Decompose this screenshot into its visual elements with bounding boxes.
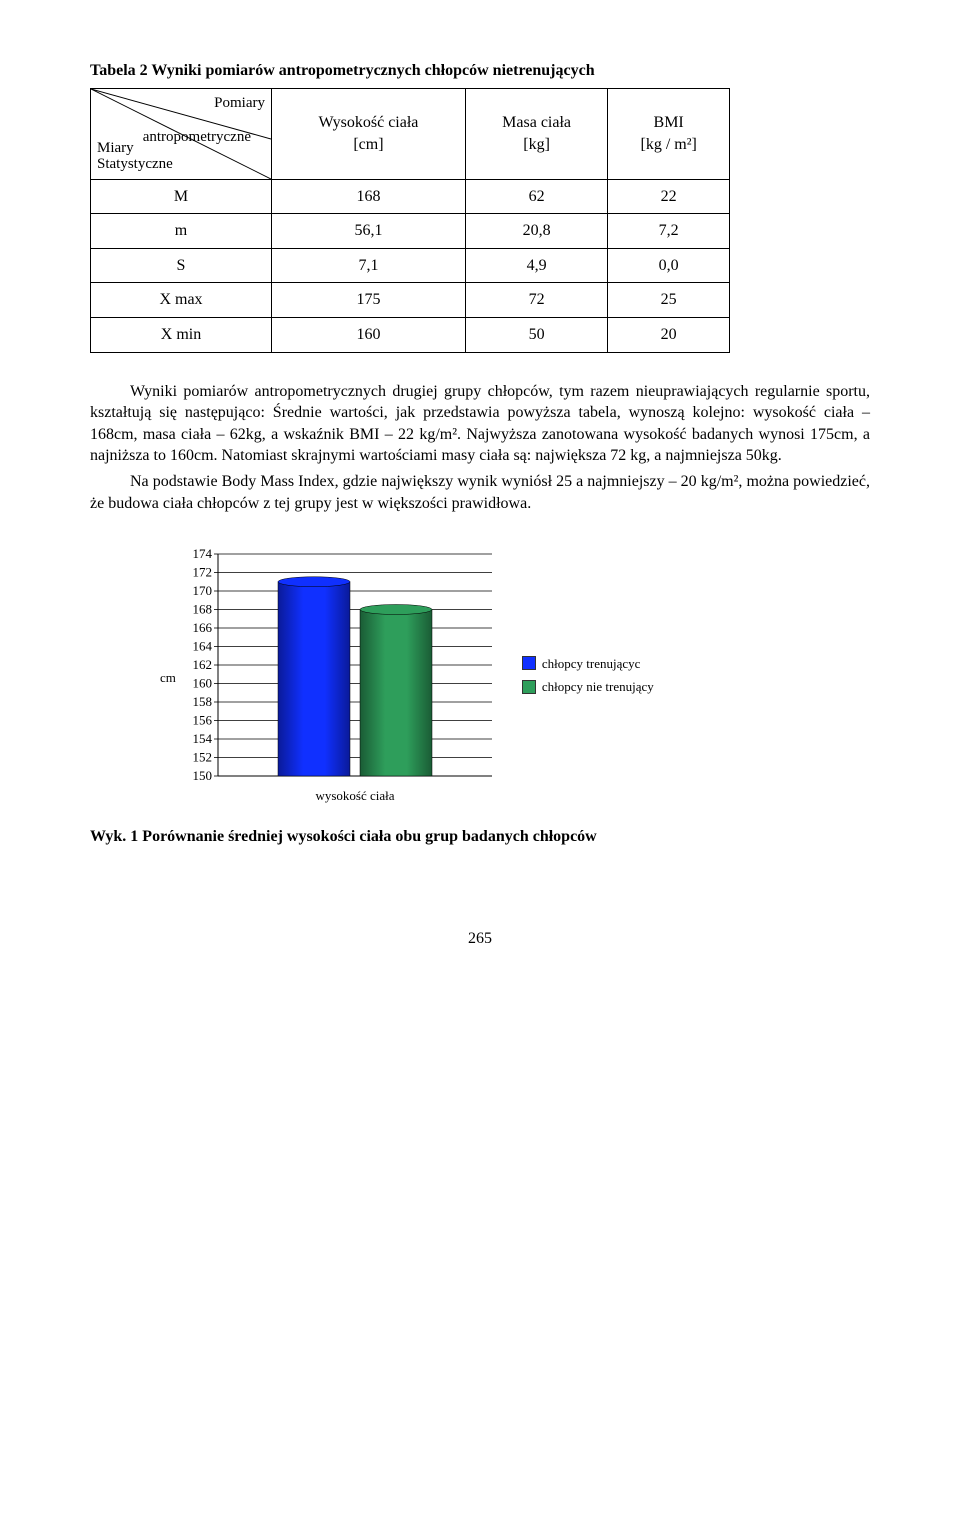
svg-text:160: 160 [192,676,212,691]
col-unit: [kg / m²] [616,134,721,156]
svg-text:164: 164 [192,639,212,654]
diag-header-cell: Pomiary antropometryczne Miary Statystyc… [91,88,272,179]
chart-legend: chłopcy trenującyc chłopcy nie trenujący [522,655,654,702]
svg-text:150: 150 [192,768,212,783]
svg-text:166: 166 [192,620,212,635]
diag-top-label: Pomiary [214,93,265,113]
row-name: M [91,179,272,214]
table-row: X min1605020 [91,317,730,352]
table-cell: 56,1 [272,214,466,249]
legend-label: chłopcy trenującyc [542,655,641,673]
table-cell: 50 [465,317,607,352]
legend-label: chłopcy nie trenujący [542,678,654,696]
legend-item: chłopcy nie trenujący [522,678,654,696]
col-header: Wysokość ciała [cm] [272,88,466,179]
table-row: S7,14,90,0 [91,248,730,283]
svg-text:170: 170 [192,583,212,598]
svg-text:162: 162 [192,657,212,672]
row-name: X max [91,283,272,318]
svg-text:158: 158 [192,694,212,709]
paragraph: Wyniki pomiarów antropometrycznych drugi… [90,381,870,467]
svg-text:174: 174 [192,548,212,561]
svg-text:156: 156 [192,713,212,728]
table-cell: 62 [465,179,607,214]
table-cell: 7,1 [272,248,466,283]
chart-caption: Wyk. 1 Porównanie średniej wysokości cia… [90,826,870,848]
col-header: BMI [kg / m²] [608,88,730,179]
svg-text:152: 152 [192,750,212,765]
col-unit: [cm] [280,134,457,156]
row-name: X min [91,317,272,352]
bar-chart: cm 1501521541561581601621641661681701721… [160,548,870,808]
table-row: X max1757225 [91,283,730,318]
col-label: Masa ciała [474,112,599,134]
col-header: Masa ciała [kg] [465,88,607,179]
col-label: Wysokość ciała [280,112,457,134]
table-row: m56,120,87,2 [91,214,730,249]
table-cell: 20,8 [465,214,607,249]
svg-text:172: 172 [192,565,212,580]
table-cell: 160 [272,317,466,352]
table-cell: 0,0 [608,248,730,283]
table-row: M1686222 [91,179,730,214]
y-axis-unit: cm [160,669,176,687]
svg-text:154: 154 [192,731,212,746]
table-cell: 4,9 [465,248,607,283]
svg-text:168: 168 [192,602,212,617]
page-number: 265 [90,928,870,950]
table-title: Tabela 2 Wyniki pomiarów antropometryczn… [90,60,870,82]
chart-svg: 150 152 154 156 158 160 162 164 166 168 170 172 174 w… [182,548,502,808]
legend-swatch [522,656,536,670]
data-table: Pomiary antropometryczne Miary Statystyc… [90,88,730,353]
svg-text:wysokość ciała: wysokość ciała [315,788,394,803]
row-name: m [91,214,272,249]
col-label: BMI [616,112,721,134]
table-cell: 7,2 [608,214,730,249]
diag-mid-label: antropometryczne [143,127,251,147]
diag-bot-label-2: Statystyczne [97,154,173,174]
table-cell: 72 [465,283,607,318]
col-unit: [kg] [474,134,599,156]
body-text: Wyniki pomiarów antropometrycznych drugi… [90,381,870,515]
table-cell: 168 [272,179,466,214]
legend-swatch [522,680,536,694]
legend-item: chłopcy trenującyc [522,655,654,673]
row-name: S [91,248,272,283]
table-cell: 20 [608,317,730,352]
table-cell: 175 [272,283,466,318]
table-cell: 22 [608,179,730,214]
table-cell: 25 [608,283,730,318]
paragraph: Na podstawie Body Mass Index, gdzie najw… [90,471,870,514]
